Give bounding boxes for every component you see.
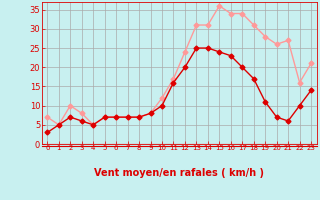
X-axis label: Vent moyen/en rafales ( km/h ): Vent moyen/en rafales ( km/h ) [94, 168, 264, 178]
